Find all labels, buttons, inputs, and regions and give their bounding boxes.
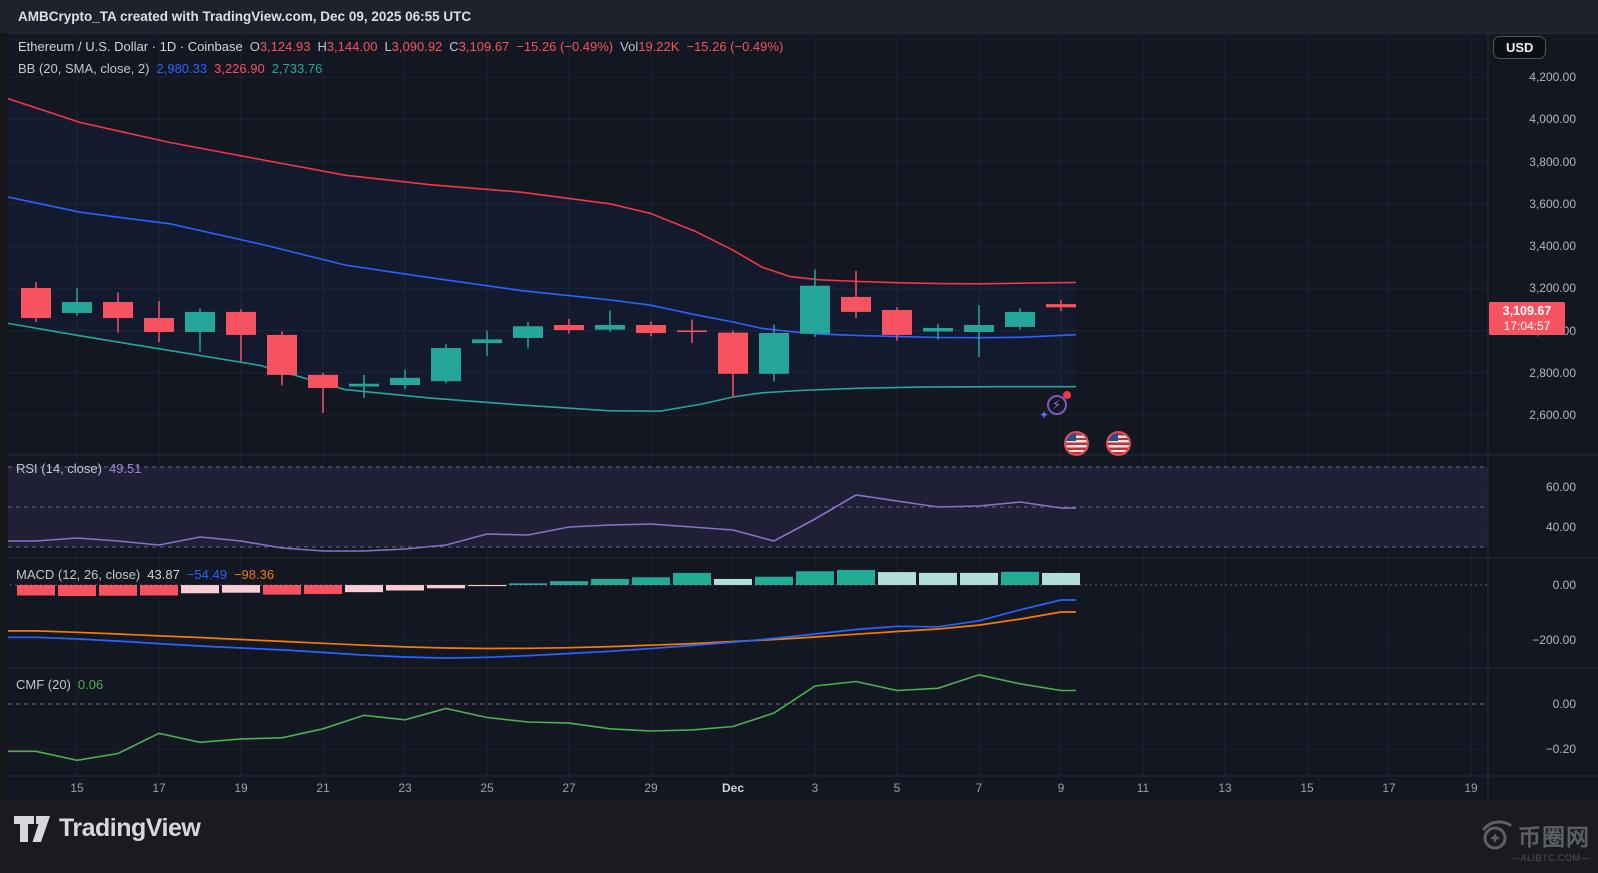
sparkle-icon: ✦ [1039, 408, 1050, 422]
macd-signal-value: −98.36 [233, 567, 275, 582]
low-label: L [384, 39, 392, 54]
macd-legend: MACD (12, 26, close) 43.87 −54.49 −98.36 [16, 567, 274, 582]
bb-lower-value: 2,733.76 [271, 61, 323, 76]
time-tick: 17 [152, 781, 166, 795]
time-tick: 7 [975, 781, 983, 795]
time-tick: 23 [398, 781, 412, 795]
time-tick: 19 [1464, 781, 1478, 795]
cmf-label[interactable]: CMF (20) [16, 677, 71, 692]
price-tick: 3,800.00 [1529, 154, 1576, 169]
time-tick: 27 [562, 781, 576, 795]
time-tick: 25 [480, 781, 494, 795]
symbol-title[interactable]: Ethereum / U.S. Dollar · 1D · Coinbase [18, 39, 243, 54]
bollinger-label[interactable]: BB (20, SMA, close, 2) [18, 61, 150, 76]
price-tick: −0.20 [1545, 742, 1576, 756]
watermark-site-name: 币圈网 [1518, 824, 1590, 850]
event-ring [1047, 395, 1067, 415]
economic-event-icon[interactable]: ⚡ ✦ [1039, 391, 1071, 422]
site-watermark: 币圈网 —ALIBTC.COM— [1480, 818, 1590, 863]
time-tick: 3 [811, 781, 819, 795]
time-tick: 11 [1136, 781, 1150, 795]
lightning-icon: ⚡ [1052, 397, 1062, 412]
macd-line-value: −54.49 [186, 567, 227, 582]
cmf-legend: CMF (20) 0.06 [16, 677, 103, 692]
last-price-label: 3,109.67 17:04:57 [1489, 302, 1565, 335]
macd-label[interactable]: MACD (12, 26, close) [16, 567, 141, 582]
low-value: 3,090.92 [391, 39, 443, 54]
time-tick: 17 [1382, 781, 1396, 795]
event-dot [1063, 391, 1071, 399]
time-tick: 21 [316, 781, 330, 795]
close-value: 3,109.67 [458, 39, 510, 54]
volume-label: Vol [620, 39, 639, 54]
price-tick: 2,600.00 [1529, 408, 1576, 422]
time-tick: Dec [721, 781, 745, 795]
rsi-legend: RSI (14, close) 49.51 [16, 461, 142, 476]
rsi-value: 49.51 [108, 461, 142, 476]
tradingview-logo-text: TradingView [59, 814, 201, 842]
us-flag-event-icon[interactable] [1106, 431, 1131, 456]
us-flag-event-icon[interactable] [1064, 431, 1089, 456]
footer-strip: TradingView 币圈网 —ALIBTC.COM— [0, 800, 1598, 873]
price-tick: 2,800.00 [1529, 365, 1576, 380]
price-tick: −200.00 [1532, 633, 1576, 647]
price-tick: 3,200.00 [1529, 281, 1576, 296]
chart-canvas[interactable] [0, 0, 1598, 800]
last-price-value: 3,109.67 [1502, 304, 1552, 318]
open-label: O [249, 39, 260, 54]
high-label: H [317, 39, 327, 54]
price-tick: 3,400.00 [1529, 239, 1576, 253]
header-bar: AMBCrypto_TA created with TradingView.co… [0, 0, 1598, 34]
left-margin-strip [0, 33, 8, 801]
symbol-legend: Ethereum / U.S. Dollar · 1D · Coinbase O… [18, 39, 783, 54]
watermark-domain: —ALIBTC.COM— [1510, 853, 1590, 863]
change-value: −15.26 (−0.49%) [516, 39, 614, 54]
time-tick: 5 [893, 781, 901, 795]
price-tick: 60.00 [1545, 480, 1576, 494]
time-tick: 19 [234, 781, 248, 795]
time-tick: 15 [70, 781, 84, 795]
currency-toggle-button[interactable]: USD [1493, 36, 1547, 59]
page-title: AMBCrypto_TA created with TradingView.co… [18, 9, 472, 24]
time-tick: 15 [1300, 781, 1314, 795]
rsi-label[interactable]: RSI (14, close) [16, 461, 102, 476]
price-tick: 40.00 [1545, 520, 1576, 534]
price-tick: 4,000.00 [1529, 112, 1576, 127]
price-tick: 3,600.00 [1529, 196, 1576, 211]
bollinger-legend: BB (20, SMA, close, 2) 2,980.33 3,226.90… [18, 61, 322, 76]
time-tick: 9 [1057, 781, 1065, 795]
bb-upper-value: 3,226.90 [214, 61, 265, 76]
volume-change-value: −15.26 (−0.49%) [686, 39, 784, 54]
price-tick: 0.00 [1552, 697, 1576, 711]
bb-basis-value: 2,980.33 [156, 61, 208, 76]
time-tick: 29 [644, 781, 658, 795]
open-value: 3,124.93 [259, 39, 311, 54]
cmf-value: 0.06 [77, 677, 104, 692]
price-tick: 0.00 [1552, 578, 1576, 592]
close-label: C [449, 39, 459, 54]
high-value: 3,144.00 [326, 39, 378, 54]
volume-value: 19.22K [638, 39, 680, 54]
bar-countdown: 17:04:57 [1503, 319, 1551, 333]
macd-hist-value: 43.87 [147, 567, 180, 582]
tradingview-logo-icon [14, 815, 50, 842]
time-tick: 13 [1218, 781, 1232, 795]
price-tick: 4,200.00 [1529, 70, 1576, 84]
watermark-logo-icon [1482, 820, 1512, 850]
tradingview-logo[interactable]: TradingView [14, 814, 201, 843]
